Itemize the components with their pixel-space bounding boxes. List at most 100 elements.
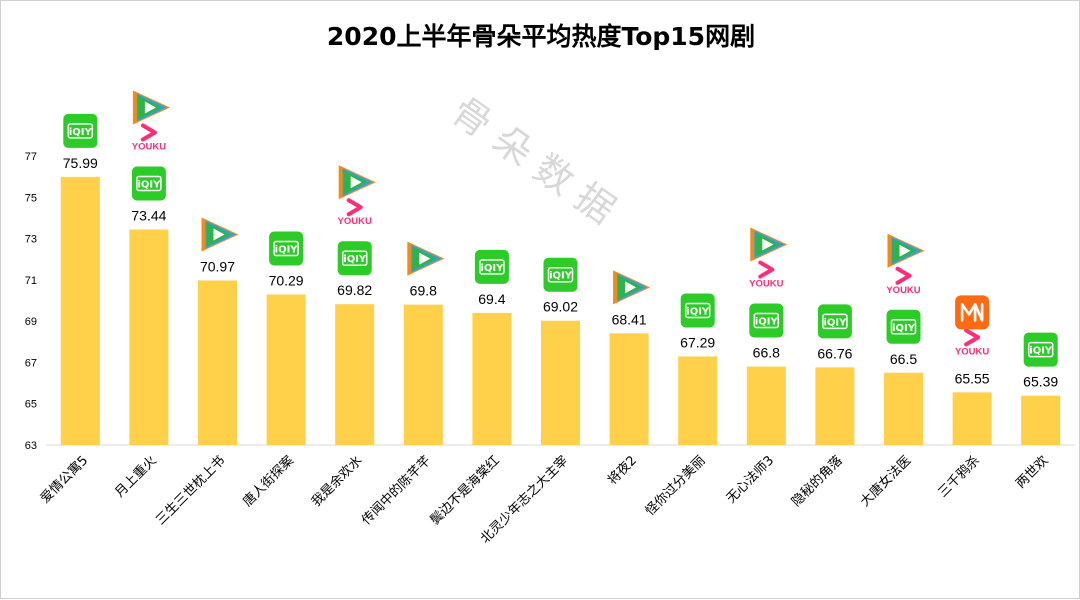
iqiyi-logo-icon: iQIY xyxy=(749,303,784,338)
bar-value-label: 65.55 xyxy=(955,370,990,386)
platform-logos-group: iQIY iQIY YOUKU iQIY iQIY YOUKU iQIY iQIY iQIY iQ… xyxy=(63,90,1058,367)
iqiyi-logo-text: iQIY xyxy=(1029,346,1053,357)
youku-logo-icon: YOUKU xyxy=(749,260,784,290)
y-tick-label: 69 xyxy=(25,316,37,328)
iqiyi-logo-icon: iQIY xyxy=(886,309,921,344)
iqiyi-logo-text: iQIY xyxy=(275,245,299,256)
iqiyi-logo-text: iQIY xyxy=(137,179,161,190)
bar xyxy=(198,280,237,445)
iqiyi-logo-icon: iQIY xyxy=(543,257,578,292)
bar xyxy=(472,312,512,445)
tencent-video-logo-icon xyxy=(132,90,170,125)
bar-value-label: 75.99 xyxy=(63,155,98,171)
category-label: 无心法师3 xyxy=(724,453,777,506)
youku-logo-text: YOUKU xyxy=(886,285,920,296)
category-label: 大唐女法医 xyxy=(857,453,914,510)
mgtv-logo-icon xyxy=(955,295,990,330)
y-tick-label: 73 xyxy=(25,234,37,246)
bar-value-label: 69.4 xyxy=(478,291,505,307)
tencent-video-logo-icon xyxy=(201,217,239,252)
tencent-video-logo-icon xyxy=(407,241,445,276)
category-label: 将夜2 xyxy=(605,453,640,488)
iqiyi-logo-text: iQIY xyxy=(69,127,93,138)
watermark: 骨 朵 数 据 xyxy=(444,88,623,232)
iqiyi-logo-text: iQIY xyxy=(823,317,847,328)
iqiyi-logo-icon: iQIY xyxy=(269,231,304,266)
bar-value-label: 66.8 xyxy=(753,345,780,361)
iqiyi-logo-icon: iQIY xyxy=(63,113,98,148)
category-label: 三生三世枕上书 xyxy=(153,453,228,528)
category-label: 鬓边不是海棠红 xyxy=(427,453,503,529)
bar-value-label: 65.39 xyxy=(1023,374,1058,390)
youku-logo-text: YOUKU xyxy=(132,141,166,152)
bars-group xyxy=(60,176,1061,445)
iqiyi-logo-icon: iQIY xyxy=(817,304,852,339)
youku-logo-text: YOUKU xyxy=(955,346,989,357)
bar-value-label: 69.82 xyxy=(337,282,372,298)
tencent-video-logo-icon xyxy=(887,233,925,268)
category-label: 三千鸦杀 xyxy=(935,453,983,501)
bar xyxy=(1021,395,1061,445)
bar-value-label: 66.5 xyxy=(890,351,917,367)
iqiyi-logo-text: iQIY xyxy=(480,263,504,274)
iqiyi-logo-text: iQIY xyxy=(686,306,710,317)
youku-logo-icon: YOUKU xyxy=(886,266,921,296)
youku-logo-icon: YOUKU xyxy=(955,328,989,357)
bar xyxy=(266,294,306,445)
bar xyxy=(884,372,923,445)
bar xyxy=(746,366,786,445)
category-label: 爱情公寓5 xyxy=(37,453,91,507)
iqiyi-logo-text: iQIY xyxy=(343,254,367,265)
youku-logo-icon: YOUKU xyxy=(338,198,372,227)
youku-logo-icon: YOUKU xyxy=(132,123,166,152)
bar-value-label: 67.29 xyxy=(680,334,715,350)
tencent-video-logo-icon xyxy=(613,270,651,305)
iqiyi-logo-icon: iQIY xyxy=(680,293,715,328)
bar xyxy=(60,176,100,445)
youku-logo-text: YOUKU xyxy=(338,216,372,227)
iqiyi-logo-icon: iQIY xyxy=(1023,332,1058,367)
category-label: 两世欢 xyxy=(1013,453,1051,491)
category-label: 怪你过分美丽 xyxy=(643,453,709,519)
y-tick-label: 77 xyxy=(25,151,37,163)
iqiyi-logo-icon: iQIY xyxy=(337,241,372,276)
bar-value-label: 66.76 xyxy=(817,345,852,361)
bar xyxy=(541,320,580,445)
bar-value-label: 73.44 xyxy=(131,207,166,223)
category-label: 传闻中的陈芊芊 xyxy=(358,453,434,529)
iqiyi-logo-text: iQIY xyxy=(549,271,573,282)
bar-value-label: 68.41 xyxy=(612,311,647,327)
category-label: 月上重火 xyxy=(112,453,160,501)
category-label: 唐人街探案 xyxy=(240,453,297,510)
y-tick-label: 71 xyxy=(25,275,37,287)
iqiyi-logo-icon: iQIY xyxy=(131,166,166,201)
youku-logo-text: YOUKU xyxy=(749,279,783,290)
bar xyxy=(952,392,992,445)
bar-value-label: 69.8 xyxy=(410,283,437,299)
iqiyi-logo-text: iQIY xyxy=(755,317,779,328)
bar xyxy=(678,356,718,445)
iqiyi-logo-icon: iQIY xyxy=(474,249,509,284)
y-tick-label: 63 xyxy=(25,440,37,452)
bar xyxy=(403,304,443,445)
tencent-video-logo-icon xyxy=(750,227,788,262)
tencent-video-logo-icon xyxy=(338,165,376,200)
watermark-text: 骨 朵 数 据 xyxy=(444,88,623,232)
category-label: 隐秘的角落 xyxy=(788,453,845,510)
category-label: 我是余欢水 xyxy=(308,453,365,510)
bar xyxy=(609,333,649,445)
y-tick-label: 67 xyxy=(25,357,37,369)
bar-value-label: 69.02 xyxy=(543,299,578,315)
bar-value-label: 70.29 xyxy=(269,273,304,289)
value-labels-group: 75.99 73.44 70.97 70.29 69.82 69.8 69.4 69.02 68… xyxy=(63,155,1059,390)
bar xyxy=(129,229,169,445)
iqiyi-logo-text: iQIY xyxy=(892,323,916,334)
y-tick-label: 75 xyxy=(25,192,37,204)
y-tick-label: 65 xyxy=(25,399,37,411)
chart-title: 2020上半年骨朵平均热度Top15网剧 xyxy=(327,22,755,51)
bar xyxy=(815,367,855,445)
bar-value-label: 70.97 xyxy=(200,258,235,274)
